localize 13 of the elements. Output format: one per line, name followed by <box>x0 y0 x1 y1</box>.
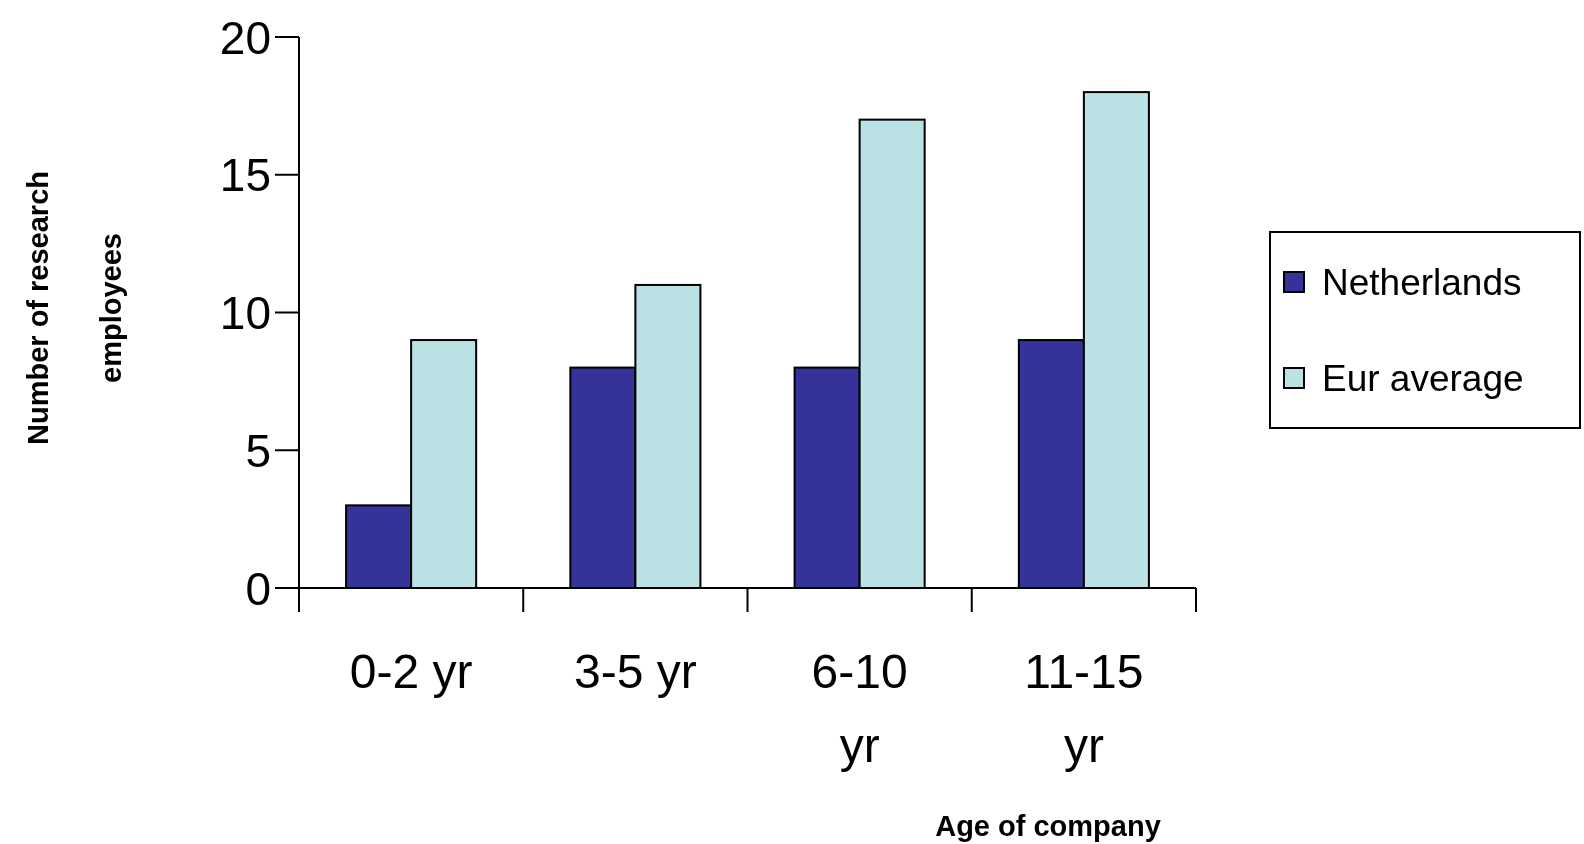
text: Number of research employees <box>22 171 127 445</box>
y-tick-label: 0 <box>245 562 271 615</box>
y-tick-label: 20 <box>219 11 271 64</box>
y-tick-label: 10 <box>219 287 271 340</box>
x-tick-label: 6-10 yr <box>811 645 908 772</box>
x-tick-label: 11-15 yr <box>1024 645 1144 772</box>
x-tick-label: 0-2 yr <box>349 645 473 698</box>
legend-label: Netherlands <box>1322 262 1522 304</box>
legend-label: Eur average <box>1322 358 1524 400</box>
x-axis-title: Age of company <box>935 810 1161 842</box>
y-tick-label: 15 <box>219 149 271 202</box>
y-tick-label: 5 <box>245 424 271 477</box>
x-tick-label: 3-5 yr <box>574 645 697 698</box>
